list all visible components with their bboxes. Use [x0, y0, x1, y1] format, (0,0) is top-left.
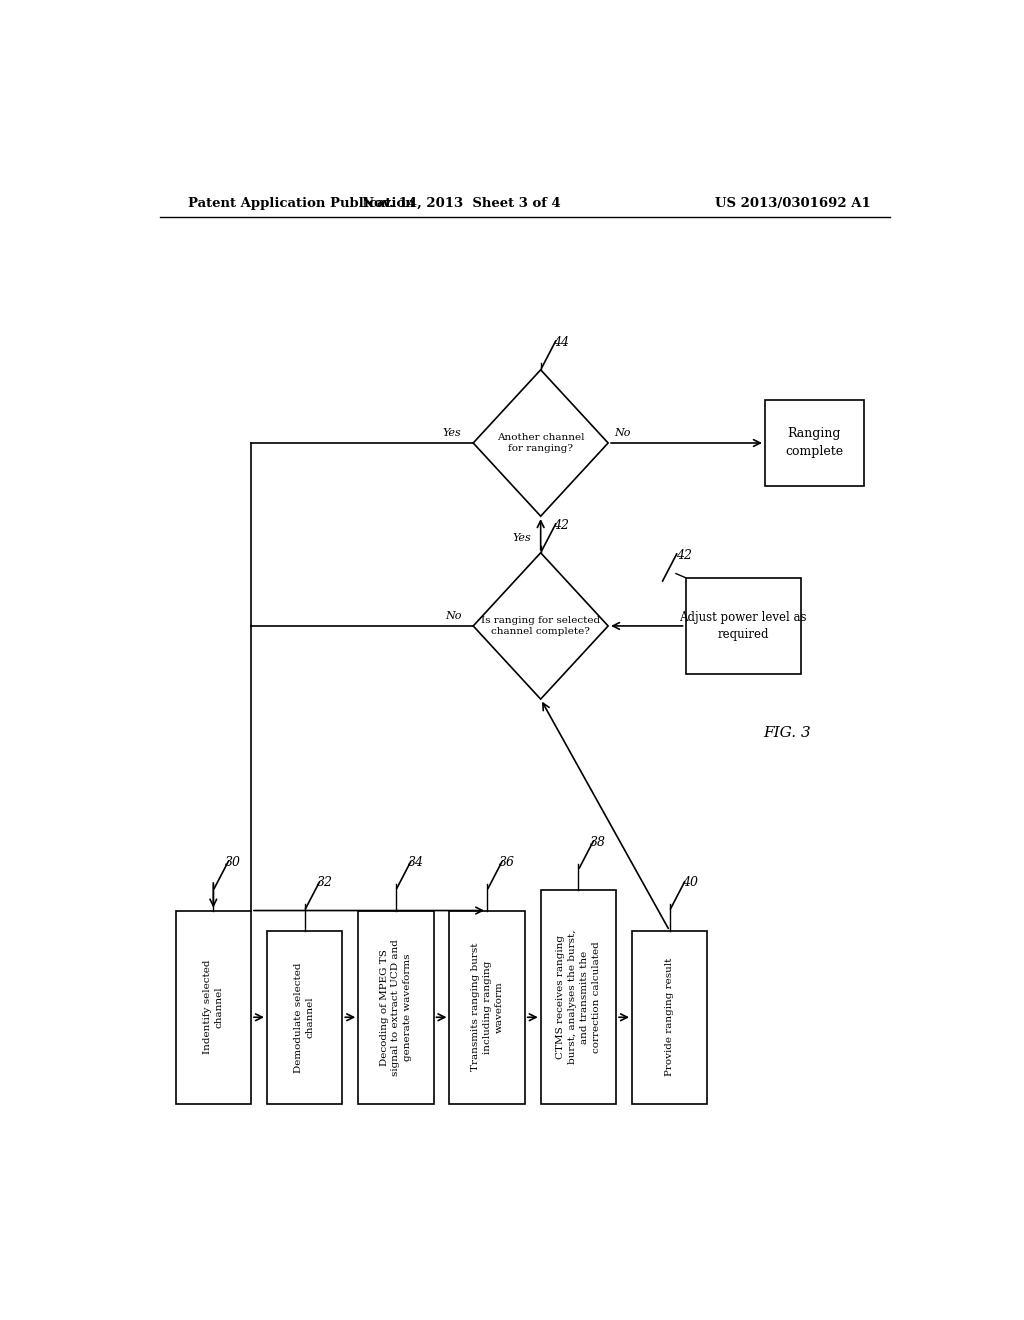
Polygon shape [473, 553, 608, 700]
Text: Transmits ranging burst
including ranging
waveform: Transmits ranging burst including rangin… [471, 942, 504, 1072]
Text: 32: 32 [316, 876, 333, 890]
Text: Yes: Yes [512, 532, 531, 543]
Text: Ranging
complete: Ranging complete [785, 428, 844, 458]
Bar [358, 911, 433, 1104]
Text: Patent Application Publication: Patent Application Publication [187, 197, 415, 210]
Text: 34: 34 [408, 855, 424, 869]
Text: 42: 42 [553, 520, 568, 532]
Text: US 2013/0301692 A1: US 2013/0301692 A1 [715, 197, 871, 210]
Bar [765, 400, 864, 486]
Bar [632, 931, 708, 1104]
Bar [541, 890, 616, 1104]
Text: 30: 30 [225, 855, 242, 869]
Text: FIG. 3: FIG. 3 [763, 726, 811, 739]
Text: Is ranging for selected
channel complete?: Is ranging for selected channel complete… [481, 616, 600, 636]
Text: No: No [444, 611, 461, 620]
Bar [267, 931, 342, 1104]
Text: Demodulate selected
channel: Demodulate selected channel [294, 962, 315, 1073]
Text: CTMS receives ranging
burst, analyses the burst,
and transmits the
correction ca: CTMS receives ranging burst, analyses th… [556, 929, 600, 1064]
Text: Provide ranging result: Provide ranging result [666, 958, 674, 1076]
Bar [685, 578, 801, 675]
Text: Adjust power level as
required: Adjust power level as required [679, 611, 807, 642]
Polygon shape [473, 370, 608, 516]
Text: 38: 38 [590, 836, 606, 849]
Text: 42: 42 [676, 549, 692, 562]
Text: Yes: Yes [442, 428, 461, 438]
Text: 36: 36 [499, 855, 515, 869]
Text: Another channel
for ranging?: Another channel for ranging? [497, 433, 585, 453]
Text: 44: 44 [553, 337, 568, 350]
Bar [176, 911, 251, 1104]
Text: Decoding of MPEG TS
signal to extract UCD and
generate waveforms: Decoding of MPEG TS signal to extract UC… [380, 939, 412, 1076]
Bar [450, 911, 524, 1104]
Text: Indentify selected
channel: Indentify selected channel [203, 960, 223, 1055]
Text: 40: 40 [682, 876, 697, 890]
Text: No: No [614, 428, 631, 438]
Text: Nov. 14, 2013  Sheet 3 of 4: Nov. 14, 2013 Sheet 3 of 4 [361, 197, 561, 210]
